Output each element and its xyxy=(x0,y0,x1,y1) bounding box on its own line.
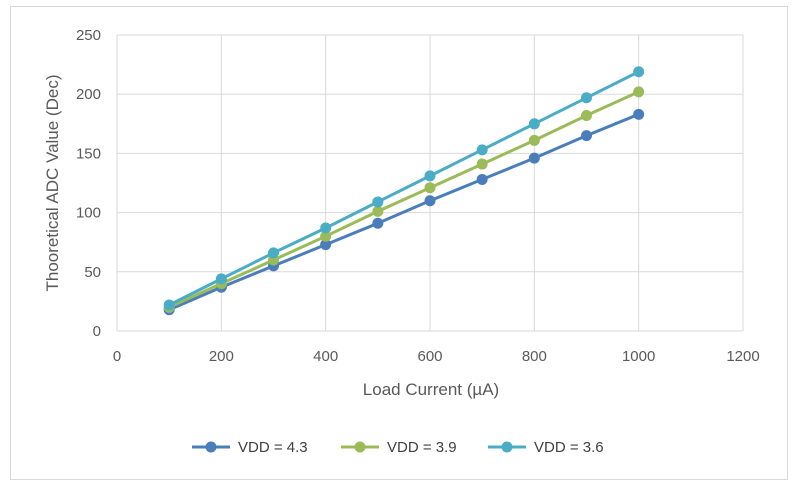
y-axis-title: Thooretical ADC Value (Dec) xyxy=(43,75,62,292)
tick-labels: 0 50 100 150 200 250 0 200 400 600 800 1000 1200 xyxy=(76,27,760,365)
x-tick-label: 400 xyxy=(313,348,338,365)
data-point xyxy=(320,222,332,234)
series-lines xyxy=(163,66,645,316)
data-point xyxy=(215,273,227,285)
data-point xyxy=(372,205,384,217)
data-point xyxy=(528,118,540,130)
data-point xyxy=(633,66,645,78)
legend-label: VDD = 3.9 xyxy=(387,439,457,456)
data-point xyxy=(581,110,592,122)
x-axis-title: Load Current (µA) xyxy=(363,380,499,399)
chart-frame xyxy=(10,6,788,480)
data-point xyxy=(476,173,488,185)
series-1 xyxy=(163,108,645,316)
y-tick-label: 50 xyxy=(84,264,101,281)
series-line xyxy=(168,112,640,312)
legend: VDD = 4.3 VDD = 3.9 VDD = 3.6 xyxy=(192,439,604,456)
data-point xyxy=(528,152,540,164)
legend-label: VDD = 3.6 xyxy=(534,439,604,456)
legend-marker xyxy=(354,441,366,453)
y-tick-label: 200 xyxy=(76,86,101,103)
data-point xyxy=(581,130,592,142)
legend-marker xyxy=(205,441,217,453)
legend-marker xyxy=(501,441,513,453)
data-point xyxy=(320,230,332,242)
data-point xyxy=(476,144,488,156)
data-point xyxy=(528,134,540,146)
data-point xyxy=(476,158,488,170)
x-tick-label: 0 xyxy=(113,348,121,365)
data-point xyxy=(581,92,592,104)
legend-item: VDD = 4.3 xyxy=(192,439,308,456)
data-point xyxy=(268,247,279,259)
data-point xyxy=(372,196,384,208)
x-tick-label: 1200 xyxy=(726,348,759,365)
y-tick-label: 100 xyxy=(76,205,101,222)
data-point xyxy=(372,217,384,229)
legend-item: VDD = 3.9 xyxy=(341,439,457,456)
y-tick-label: 0 xyxy=(93,323,101,340)
x-tick-label: 200 xyxy=(209,348,234,365)
legend-label: VDD = 4.3 xyxy=(238,439,308,456)
series-line xyxy=(168,90,640,309)
data-point xyxy=(633,108,645,120)
x-tick-label: 1000 xyxy=(622,348,655,365)
y-tick-label: 250 xyxy=(76,27,101,44)
x-tick-label: 800 xyxy=(522,348,547,365)
data-point xyxy=(320,239,332,251)
data-point xyxy=(633,86,645,98)
y-tick-label: 150 xyxy=(76,145,101,162)
series-3 xyxy=(163,66,645,311)
data-point xyxy=(424,182,436,194)
series-2 xyxy=(163,86,645,313)
data-point xyxy=(424,170,436,182)
legend-item: VDD = 3.6 xyxy=(488,439,604,456)
series-line xyxy=(168,70,640,307)
x-tick-label: 600 xyxy=(417,348,442,365)
data-point xyxy=(424,195,436,207)
data-point xyxy=(163,299,175,311)
